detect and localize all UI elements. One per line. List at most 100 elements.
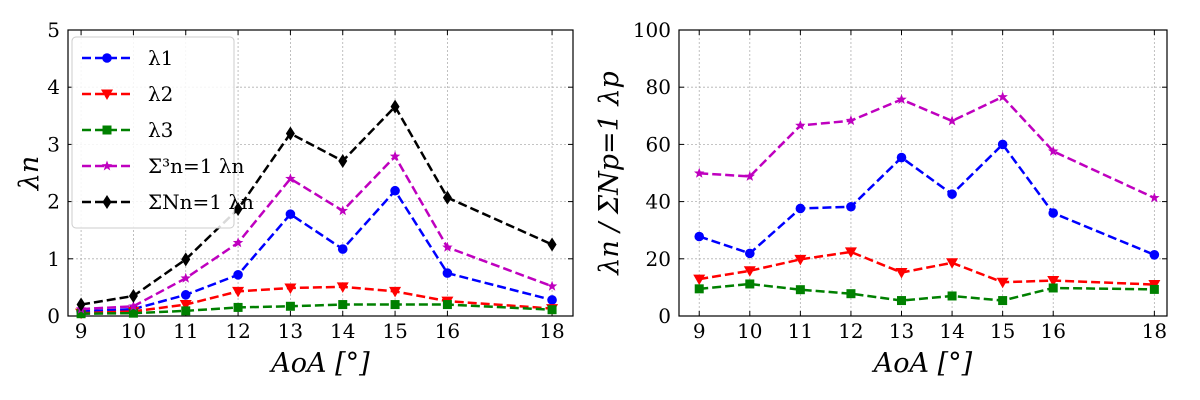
x-tick-label: 13 [889, 319, 914, 343]
data-point [896, 152, 907, 163]
data-point [946, 115, 958, 126]
x-tick-label: 18 [539, 319, 564, 343]
data-point [180, 272, 191, 283]
data-point [996, 277, 1009, 289]
x-axis-label: AoA [°] [268, 348, 370, 379]
x-tick-label: 12 [838, 319, 863, 343]
y-tick-label: 5 [47, 18, 60, 42]
data-point [128, 308, 138, 318]
data-point [997, 139, 1008, 150]
data-point [285, 301, 295, 311]
x-tick-label: 11 [173, 319, 198, 343]
data-point [694, 231, 705, 242]
x-tick-label: 9 [75, 319, 88, 343]
legend-label: λ1 [148, 46, 173, 70]
data-point [693, 274, 706, 286]
legend-label: λ2 [148, 82, 173, 106]
legend-marker [101, 160, 113, 171]
y-tick-label: 4 [47, 75, 60, 99]
data-point [846, 201, 856, 212]
y-tick-label: 100 [633, 18, 671, 42]
data-point [337, 205, 348, 216]
data-point [744, 170, 756, 181]
data-point [546, 280, 558, 291]
data-point [947, 189, 957, 199]
y-axis-label: λn / ΣNp=1 λp [594, 71, 625, 276]
data-point [180, 290, 191, 300]
data-point [1047, 145, 1059, 156]
y-tick-label: 0 [47, 304, 60, 328]
data-point [794, 254, 807, 266]
legend-label: ΣNn=1 λn [148, 190, 254, 214]
data-point [895, 268, 908, 279]
data-point [442, 241, 453, 252]
legend-marker [102, 195, 112, 209]
data-point [897, 296, 907, 306]
data-point [128, 288, 138, 303]
data-point [844, 247, 857, 258]
data-point [285, 173, 296, 184]
y-tick-label: 2 [47, 190, 60, 214]
x-tick-label: 15 [990, 319, 1015, 343]
x-tick-label: 16 [1040, 319, 1065, 343]
data-point [390, 99, 400, 114]
data-point [232, 237, 244, 248]
x-tick-label: 14 [939, 319, 964, 343]
data-point [442, 300, 452, 310]
y-axis-label: λn [14, 156, 45, 192]
data-point [1047, 276, 1060, 287]
data-point [547, 295, 557, 305]
legend-marker [101, 89, 113, 100]
data-point [442, 190, 452, 205]
data-point [846, 289, 856, 299]
data-point [128, 300, 139, 311]
data-point [233, 202, 243, 217]
x-axis-label: AoA [°] [871, 348, 973, 379]
y-tick-label: 60 [646, 132, 671, 156]
x-tick-label: 16 [435, 319, 460, 343]
y-tick-label: 80 [646, 75, 671, 99]
data-point [389, 286, 402, 298]
legend-marker [102, 53, 112, 63]
series-line [81, 154, 553, 311]
data-point [179, 300, 192, 311]
x-tick-label: 11 [788, 319, 813, 343]
right-chart: 9 10 11 12 13 14 15 16 18 0 20 40 60 80 100 AoA [°] λn /… [594, 18, 1168, 379]
data-point [390, 185, 400, 196]
data-point [390, 300, 400, 310]
data-point [795, 120, 806, 130]
plot-frame [678, 29, 1168, 317]
legend-label: Σ³n=1 λn [148, 154, 245, 178]
data-point [1149, 192, 1160, 203]
y-tick-label: 1 [47, 247, 60, 271]
x-tick-label: 18 [1142, 319, 1167, 343]
data-point [946, 258, 959, 269]
data-point [694, 284, 704, 294]
x-tick-label: 10 [121, 319, 146, 343]
legend-label: λ3 [148, 118, 173, 142]
data-point [547, 237, 557, 252]
plot-frame [67, 29, 574, 317]
data-point [76, 309, 86, 319]
data-point [845, 115, 857, 126]
data-point [547, 305, 557, 315]
x-tick-label: 12 [225, 319, 250, 343]
legend-box [71, 36, 235, 229]
data-point [795, 203, 806, 214]
data-point [233, 302, 243, 312]
y-tick-label: 20 [646, 247, 671, 271]
series-line [81, 285, 553, 315]
data-point [997, 91, 1008, 102]
x-tick-label: 15 [382, 319, 407, 343]
data-point [284, 283, 297, 294]
data-point [998, 296, 1008, 306]
data-point [1149, 249, 1160, 260]
data-point [1149, 284, 1159, 294]
data-point [1048, 283, 1058, 293]
data-point [795, 285, 805, 295]
x-tick-label: 9 [693, 319, 706, 343]
data-point [442, 268, 453, 278]
data-point [181, 306, 191, 316]
series-line [699, 282, 1155, 302]
data-point [181, 252, 191, 267]
